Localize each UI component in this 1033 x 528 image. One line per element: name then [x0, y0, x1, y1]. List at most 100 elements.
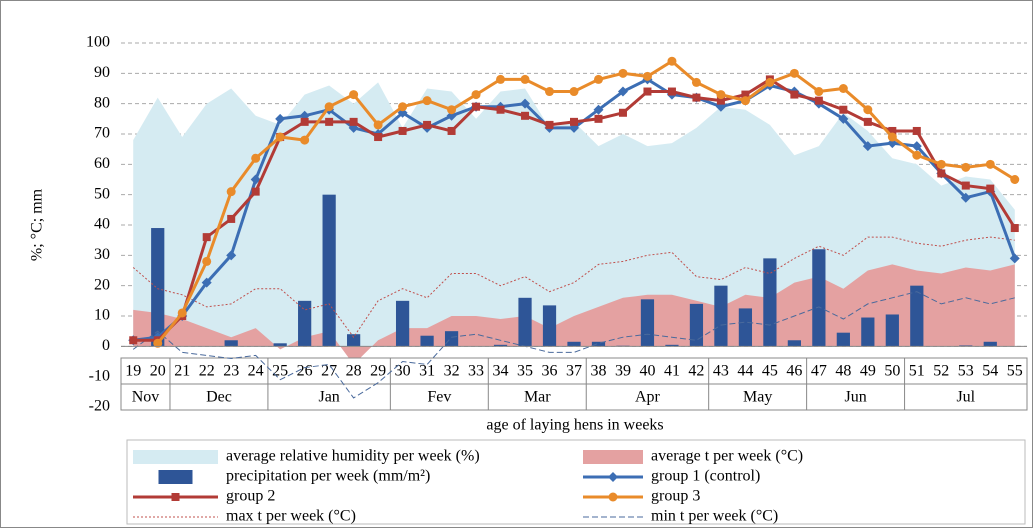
marker — [643, 87, 652, 96]
x-tick-label: 49 — [860, 363, 876, 380]
marker — [961, 162, 971, 172]
x-tick-label: 26 — [297, 363, 313, 380]
marker — [520, 98, 531, 109]
legend-swatch — [583, 450, 643, 464]
x-tick-label: 33 — [468, 363, 484, 380]
marker — [986, 184, 995, 193]
y-tick-label: 40 — [94, 216, 110, 233]
x-tick-label: 43 — [713, 363, 729, 380]
bar — [518, 297, 532, 347]
marker — [667, 87, 676, 96]
x-tick-label: 50 — [884, 363, 900, 380]
marker — [226, 187, 236, 197]
marker — [300, 135, 310, 145]
month-label: May — [743, 389, 772, 406]
marker — [741, 90, 750, 99]
marker — [374, 133, 383, 142]
marker — [1010, 224, 1019, 233]
marker — [153, 338, 163, 348]
marker — [275, 132, 285, 142]
marker — [691, 77, 701, 87]
marker — [618, 108, 627, 117]
bar — [763, 258, 777, 347]
marker — [520, 74, 530, 84]
marker — [642, 71, 652, 81]
legend-label: group 3 — [651, 488, 700, 505]
marker — [593, 104, 604, 115]
legend-label: min t per week (°C) — [651, 508, 778, 525]
bar — [273, 343, 287, 347]
x-tick-label: 30 — [395, 363, 411, 380]
legend-label: group 1 (control) — [651, 468, 760, 485]
marker — [716, 90, 726, 100]
x-axis-title: age of laying hens in weeks — [486, 417, 663, 434]
y-tick-label: 90 — [94, 64, 110, 81]
marker — [422, 96, 432, 106]
marker — [937, 169, 946, 178]
marker — [349, 117, 358, 126]
y-tick-label: 10 — [94, 307, 110, 324]
marker — [838, 113, 849, 124]
bar — [714, 285, 728, 347]
marker — [275, 113, 286, 124]
x-tick-label: 53 — [958, 363, 974, 380]
marker — [569, 87, 579, 97]
marker — [202, 233, 211, 242]
marker — [667, 56, 677, 66]
x-tick-label: 31 — [419, 363, 435, 380]
x-tick-label: 24 — [248, 363, 264, 380]
x-tick-label: 40 — [639, 363, 655, 380]
marker — [398, 102, 408, 112]
area — [133, 82, 1015, 347]
x-tick-label: 51 — [909, 363, 925, 380]
marker — [961, 181, 970, 190]
marker — [201, 277, 212, 288]
marker — [765, 77, 775, 87]
x-tick-label: 35 — [517, 363, 533, 380]
marker — [349, 90, 359, 100]
marker — [177, 308, 187, 318]
bar — [885, 314, 899, 347]
marker — [1009, 253, 1020, 264]
marker — [202, 256, 212, 266]
line — [132, 236, 1015, 339]
bar — [347, 334, 361, 347]
marker — [814, 87, 824, 97]
marker — [545, 87, 555, 97]
y-tick-label: 30 — [94, 246, 110, 263]
bar — [861, 317, 875, 347]
x-tick-label: 23 — [223, 363, 239, 380]
legend-label: average t per week (°C) — [651, 448, 803, 465]
marker — [692, 93, 701, 102]
x-tick-label: 32 — [444, 363, 460, 380]
marker — [912, 126, 921, 135]
bar — [665, 344, 679, 347]
legend-label: group 2 — [226, 488, 275, 505]
marker — [593, 74, 603, 84]
y-tick-label: 100 — [86, 34, 110, 51]
bar — [738, 308, 753, 347]
marker — [570, 117, 578, 126]
y-tick-label: 60 — [94, 155, 110, 172]
marker — [838, 84, 848, 93]
y-tick-label: 20 — [94, 276, 110, 293]
month-label: Mar — [524, 389, 551, 406]
marker — [960, 192, 971, 203]
marker — [471, 90, 481, 100]
y-tick-label: 50 — [94, 185, 110, 202]
legend-swatch — [158, 470, 193, 484]
marker — [373, 120, 383, 130]
marker — [862, 141, 873, 152]
x-tick-label: 47 — [811, 363, 827, 380]
month-label: Jul — [956, 389, 975, 406]
y-tick-label: -10 — [89, 367, 110, 384]
x-tick-label: 19 — [125, 363, 141, 380]
marker — [594, 114, 603, 123]
x-tick-label: 45 — [762, 363, 778, 380]
x-tick-label: 34 — [493, 363, 509, 380]
month-label: Nov — [132, 389, 160, 406]
marker — [814, 96, 823, 105]
bar — [910, 285, 924, 347]
bar — [640, 299, 655, 347]
